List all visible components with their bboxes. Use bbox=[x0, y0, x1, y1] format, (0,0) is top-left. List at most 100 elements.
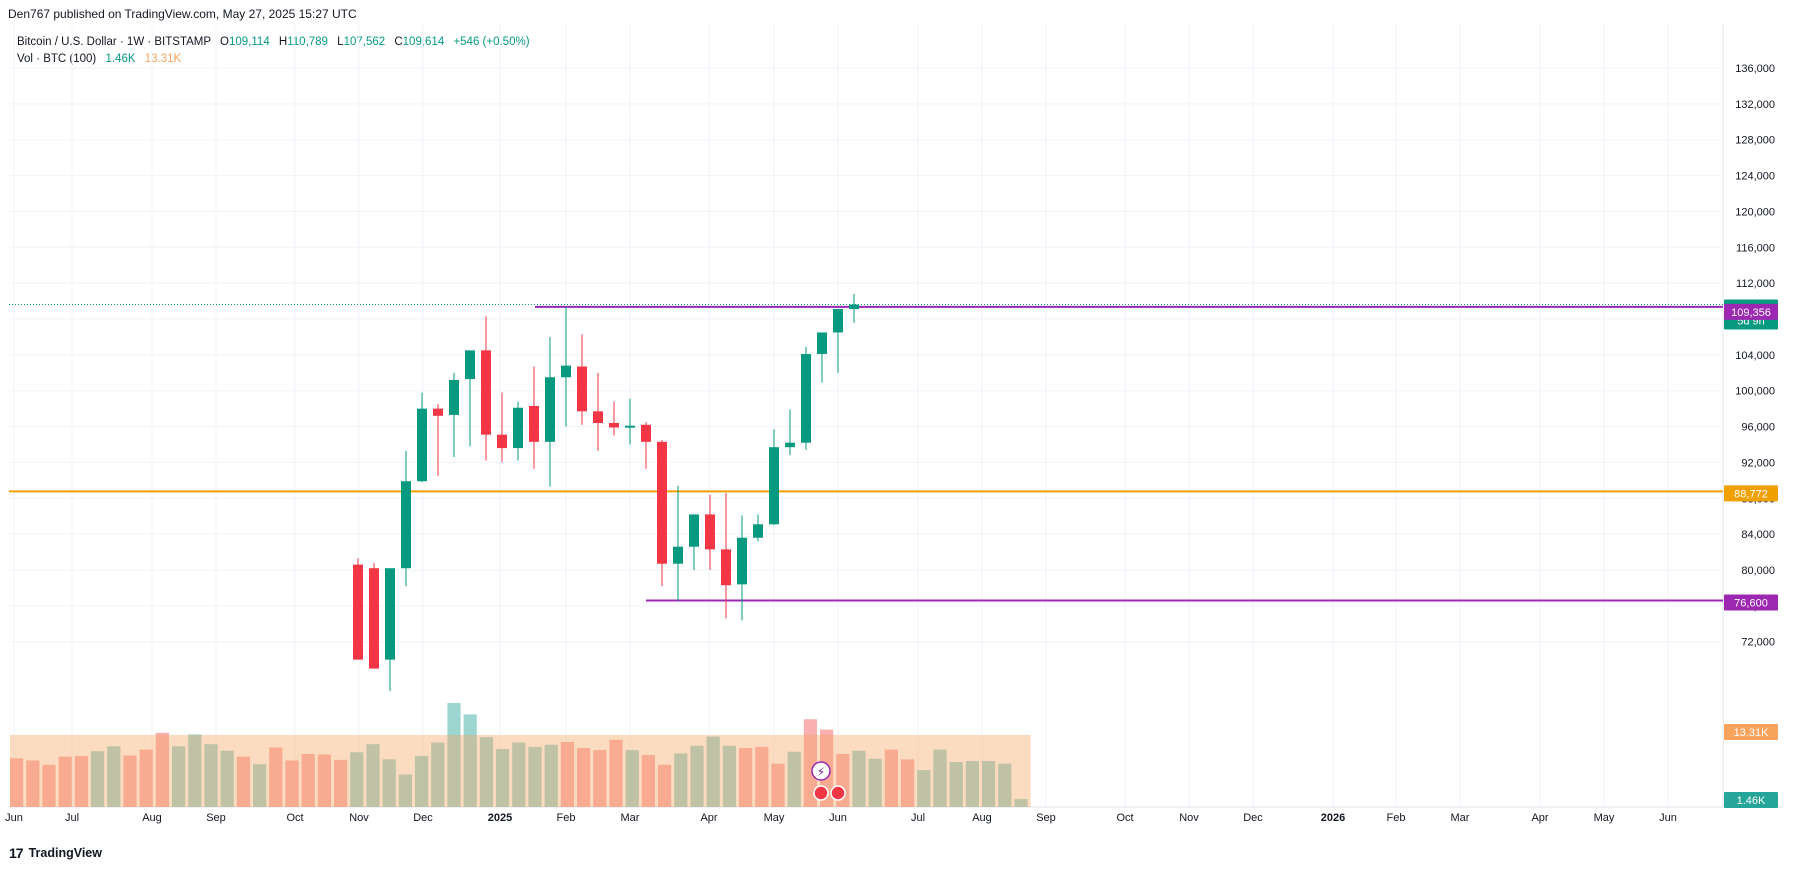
candle-body bbox=[849, 304, 859, 310]
volume-bar bbox=[949, 762, 963, 807]
legend-low: 107,562 bbox=[343, 36, 386, 48]
candle-body bbox=[577, 366, 587, 412]
volume-bar bbox=[755, 746, 769, 807]
candle-body bbox=[785, 442, 795, 448]
event-icons: ⚡ bbox=[811, 761, 846, 801]
volume-bar bbox=[10, 758, 24, 807]
volume-bar bbox=[398, 774, 412, 807]
volume-badge-label: 1.46K bbox=[1737, 795, 1766, 807]
flag-event-icon bbox=[830, 785, 846, 801]
volume-bar bbox=[285, 760, 299, 807]
candle-body bbox=[705, 514, 715, 550]
volume-bar bbox=[317, 754, 331, 807]
volume-bar bbox=[609, 739, 623, 807]
volume-badge-bg bbox=[1724, 792, 1778, 808]
volume-bar bbox=[382, 759, 396, 807]
x-tick-label: Jul bbox=[65, 812, 79, 824]
volume-bar bbox=[253, 764, 267, 807]
tradingview-logo-icon: 17 bbox=[9, 845, 24, 861]
candle bbox=[529, 366, 539, 469]
level-badge-label: 88,772 bbox=[1734, 488, 1768, 500]
candle-body bbox=[465, 350, 475, 380]
volume-ma-badge-label: 13.31K bbox=[1734, 727, 1770, 739]
candle-body bbox=[753, 524, 763, 538]
y-tick-label: 116,000 bbox=[1736, 242, 1775, 254]
volume-bar bbox=[26, 760, 40, 807]
y-tick-label: 132,000 bbox=[1735, 99, 1775, 111]
candle bbox=[673, 485, 683, 601]
candle bbox=[705, 494, 715, 570]
y-tick-label: 128,000 bbox=[1735, 135, 1775, 147]
x-tick-label: 2025 bbox=[488, 812, 512, 824]
volume-bar bbox=[901, 759, 915, 807]
lightning-icon: ⚡ bbox=[817, 765, 825, 779]
volume-bar bbox=[91, 751, 105, 807]
x-tick-label: Jun bbox=[829, 812, 847, 824]
volume-bar bbox=[771, 763, 785, 807]
x-tick-label: Nov bbox=[1179, 812, 1199, 824]
volume-bar bbox=[139, 749, 153, 807]
candlesticks bbox=[353, 293, 859, 692]
candle-body bbox=[609, 422, 619, 428]
legend-volume-label[interactable]: Vol · BTC (100) bbox=[17, 53, 97, 65]
legend-close-label: C bbox=[394, 36, 403, 48]
candle-body bbox=[385, 568, 395, 660]
candle bbox=[401, 450, 411, 587]
legend-high: 110,789 bbox=[287, 36, 328, 48]
candle bbox=[817, 332, 827, 383]
candle-body bbox=[513, 407, 523, 449]
volume-bar bbox=[560, 742, 574, 807]
volume-bar bbox=[593, 750, 607, 807]
volume-bar bbox=[625, 750, 639, 807]
volume-bar bbox=[42, 764, 56, 807]
volume-ma-area bbox=[10, 734, 1031, 807]
level-badge: 109,356 bbox=[1724, 303, 1778, 320]
volume-ma-badge-bg bbox=[1724, 724, 1778, 740]
y-tick-label: 72,000 bbox=[1741, 637, 1775, 649]
legend-symbol[interactable]: Bitcoin / U.S. Dollar · 1W · BITSTAMP bbox=[17, 36, 211, 48]
level-badge-bg bbox=[1724, 303, 1778, 320]
x-tick-label: Nov bbox=[349, 812, 369, 824]
candle bbox=[545, 336, 555, 487]
candle bbox=[609, 401, 619, 436]
x-tick-label: Mar bbox=[1451, 812, 1470, 824]
candle-body bbox=[673, 546, 683, 564]
volume-bar bbox=[463, 714, 477, 807]
volume-bar bbox=[123, 755, 137, 807]
candle bbox=[801, 346, 811, 450]
candle bbox=[417, 392, 427, 483]
earnings-event-icon bbox=[811, 761, 831, 781]
volume-bar bbox=[74, 756, 88, 807]
candle-body bbox=[657, 441, 667, 564]
volume-bar bbox=[269, 747, 283, 807]
candle-body bbox=[593, 411, 603, 423]
candle-body bbox=[641, 424, 651, 442]
volume-bar bbox=[496, 749, 510, 807]
candle bbox=[689, 514, 699, 570]
legend-high-label: H bbox=[278, 36, 288, 48]
x-tick-label: Sep bbox=[1036, 812, 1056, 824]
volume-bar bbox=[868, 758, 882, 807]
time-axis: Jun Jul Aug Sep Oct Nov Dec 2025 Feb Mar Apr May Jun… bbox=[5, 812, 1677, 824]
x-tick-label: Feb bbox=[557, 812, 576, 824]
level-badge-bg bbox=[1724, 485, 1778, 502]
legend-volume: 1.46K bbox=[105, 53, 136, 65]
x-tick-label: Oct bbox=[1116, 812, 1133, 824]
candle-body bbox=[529, 405, 539, 442]
flag-event-icon bbox=[813, 785, 829, 801]
legend-volume-ma: 13.31K bbox=[144, 53, 182, 65]
legend-open: 109,114 bbox=[229, 36, 270, 48]
candle bbox=[721, 492, 731, 619]
y-tick-label: 80,000 bbox=[1741, 565, 1775, 577]
candle-body bbox=[833, 309, 843, 333]
volume-bar bbox=[528, 746, 542, 807]
volume-bar bbox=[884, 749, 898, 807]
y-tick-label: 100,000 bbox=[1735, 386, 1775, 398]
x-tick-label: Feb bbox=[1387, 812, 1406, 824]
candle-body bbox=[769, 447, 779, 525]
volume-bar bbox=[431, 742, 445, 807]
x-tick-label: Aug bbox=[972, 812, 992, 824]
volume-bar bbox=[334, 759, 348, 807]
publish-caption: Den767 published on TradingView.com, May… bbox=[8, 7, 357, 21]
